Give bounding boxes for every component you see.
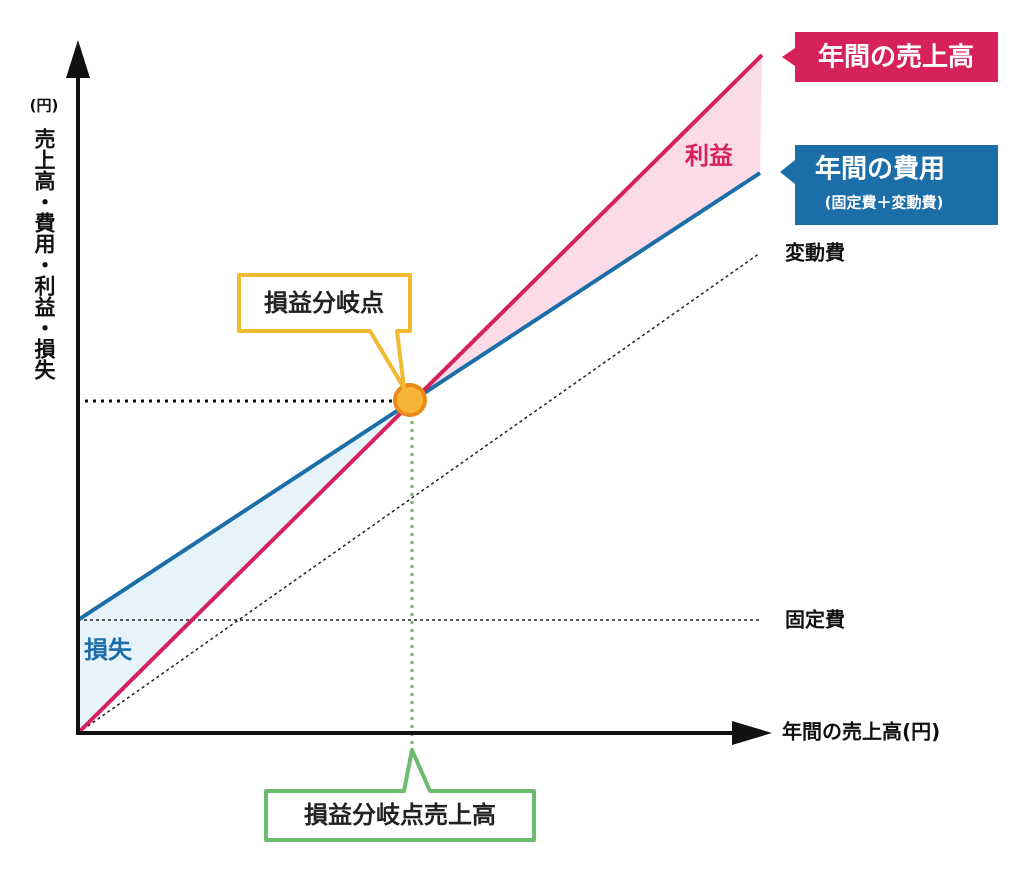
variable-cost-line	[77, 252, 761, 734]
fixed-cost-label: 固定費	[785, 608, 845, 632]
profit-label: 利益	[685, 142, 733, 170]
cost-note: (固定費＋変動費)	[825, 194, 944, 212]
break-even-marker	[393, 383, 427, 417]
cost-callout	[780, 145, 998, 225]
break-even-callout	[237, 273, 412, 390]
loss-label: 損失	[84, 636, 133, 664]
x-axis-arrow	[732, 721, 772, 745]
break-even-sales-callout	[264, 748, 536, 842]
sales-callout	[782, 32, 998, 82]
y-axis-label: 売上高・費用・利益・損失	[32, 128, 56, 381]
sales-label: 年間の売上高	[818, 42, 974, 73]
break-even-label: 損益分岐点	[264, 289, 384, 317]
cost-label: 年間の費用	[815, 154, 945, 185]
variable-cost-label: 変動費	[785, 241, 845, 265]
x-axis-label: 年間の売上高(円)	[782, 720, 940, 744]
y-axis-unit: (円)	[30, 97, 59, 115]
break-even-sales-label: 損益分岐点売上高	[304, 801, 496, 829]
y-axis-arrow	[66, 40, 90, 78]
